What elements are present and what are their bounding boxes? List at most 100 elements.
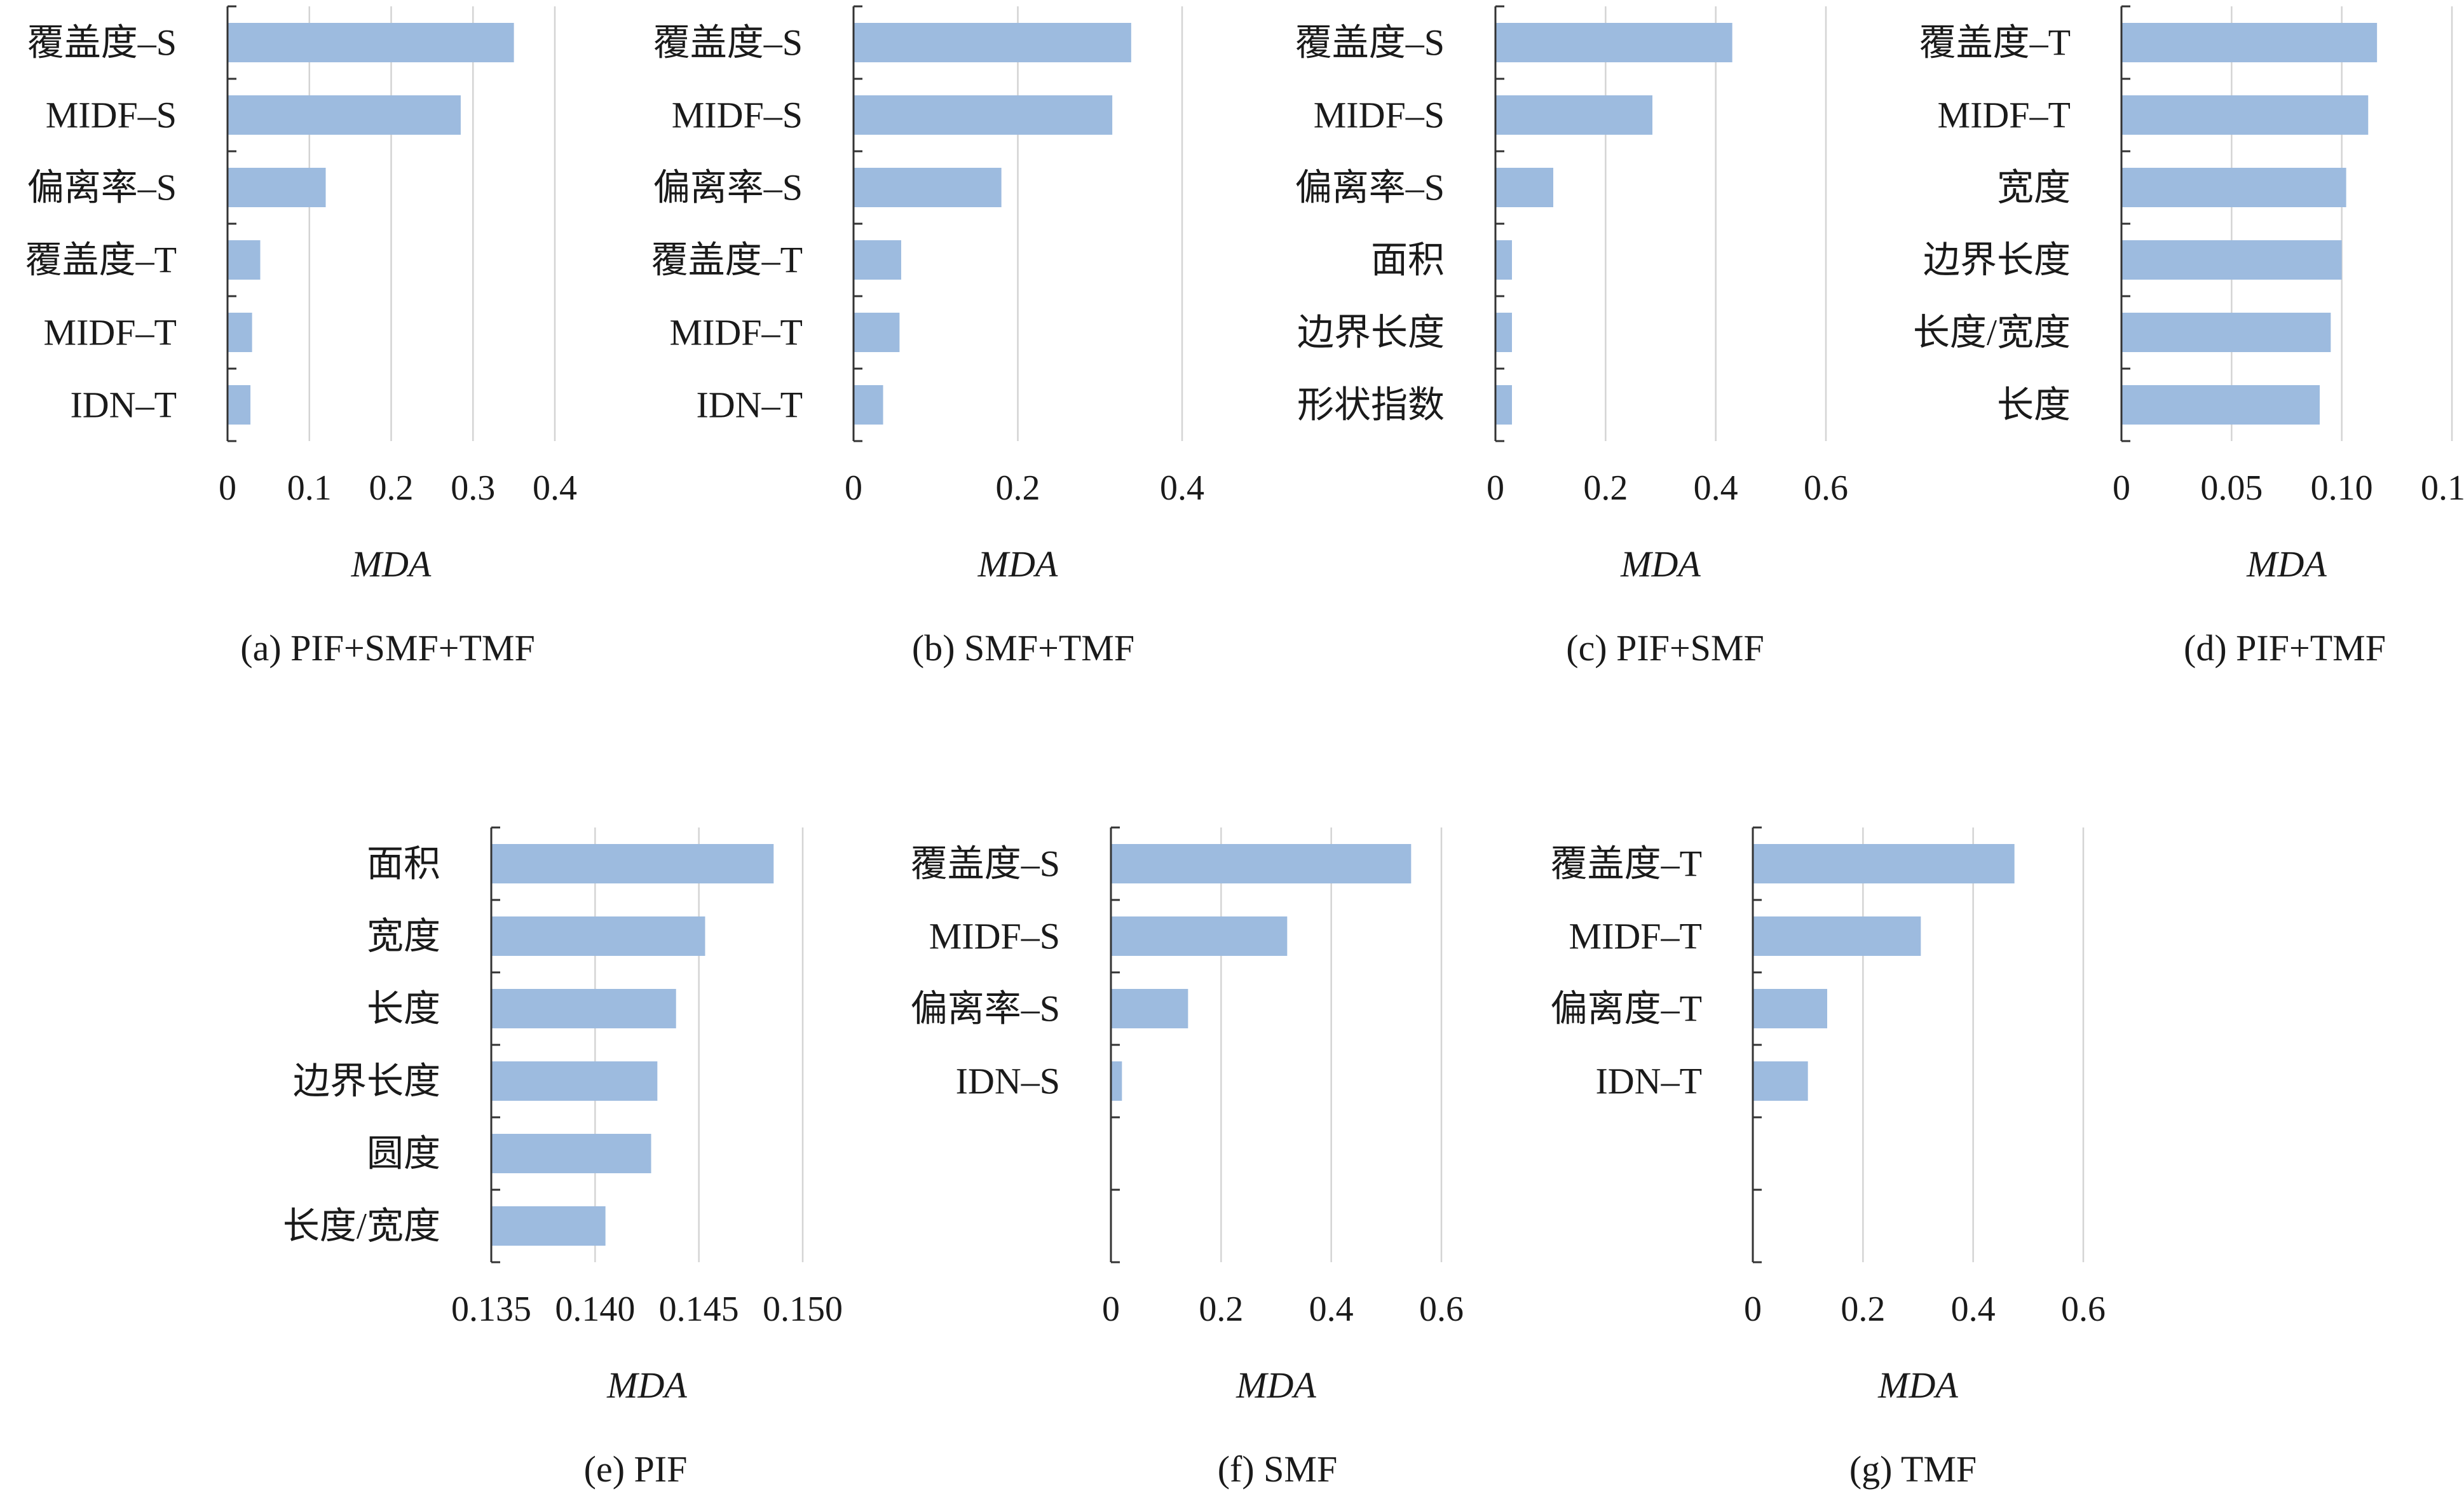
x-tick-label: 0.140 xyxy=(555,1290,635,1329)
x-tick-label: 0.4 xyxy=(1160,468,1204,508)
x-tick-label: 0 xyxy=(1102,1290,1120,1329)
x-axis-title: MDA xyxy=(2246,543,2327,585)
category-label: IDN–T xyxy=(70,385,177,426)
category-label: IDN–S xyxy=(956,1061,1060,1102)
category-label: 覆盖度–S xyxy=(911,843,1060,885)
category-label: 覆盖度–S xyxy=(1295,22,1445,64)
category-label: 面积 xyxy=(1371,240,1445,281)
x-tick-label: 0.135 xyxy=(451,1290,531,1329)
bar-3 xyxy=(491,989,676,1028)
category-label: 偏离率–S xyxy=(653,167,803,208)
x-tick-label: 0.2 xyxy=(1583,468,1628,508)
bar-1 xyxy=(1111,844,1412,883)
x-axis-title: MDA xyxy=(1620,543,1701,585)
category-label: 覆盖度–T xyxy=(651,240,803,281)
chart-panel-g: 覆盖度–T MIDF–T 偏离度–T IDN–T 0 0.2 0.4 0.6 MDA (g) TM… xyxy=(1551,826,2106,1490)
x-axis-title: MDA xyxy=(1235,1365,1316,1406)
bar-2 xyxy=(491,916,705,956)
x-tick-label: 0.4 xyxy=(533,468,577,508)
bar-2 xyxy=(854,95,1113,135)
category-label: 边界长度 xyxy=(1297,312,1445,353)
category-label: 长度/宽度 xyxy=(1913,312,2071,353)
bar-5 xyxy=(854,313,900,352)
category-label: 偏离率–S xyxy=(911,988,1060,1030)
x-tick-label: 0 xyxy=(2113,468,2130,508)
bar-6 xyxy=(1495,385,1512,425)
x-tick-label: 0.2 xyxy=(369,468,414,508)
x-axis-title: MDA xyxy=(606,1365,687,1406)
panel-caption: (f) SMF xyxy=(1218,1448,1338,1490)
panel-caption: (d) PIF+TMF xyxy=(2184,627,2386,669)
category-label: MIDF–S xyxy=(46,95,177,136)
x-tick-label: 0.150 xyxy=(763,1290,843,1329)
category-label: 面积 xyxy=(367,843,440,885)
panel-caption: (g) TMF xyxy=(1849,1448,1977,1490)
bar-4 xyxy=(1111,1061,1122,1101)
category-label: MIDF–S xyxy=(672,95,803,136)
panel-caption: (b) SMF+TMF xyxy=(912,627,1134,669)
x-tick-label: 0.3 xyxy=(451,468,495,508)
x-tick-label: 0.10 xyxy=(2311,468,2373,508)
bar-3 xyxy=(854,168,1002,207)
bar-1 xyxy=(2121,23,2378,62)
x-tick-label: 0.4 xyxy=(1694,468,1738,508)
chart-panel-f: 覆盖度–S MIDF–S 偏离率–S IDN–S 0 0.2 0.4 0.6 MDA (f) SM… xyxy=(911,826,1464,1490)
bar-4 xyxy=(491,1061,658,1101)
bar-2 xyxy=(2121,95,2369,135)
bar-2 xyxy=(1495,95,1652,135)
category-label: MIDF–S xyxy=(1314,95,1445,136)
x-tick-label: 0 xyxy=(219,468,236,508)
bar-1 xyxy=(854,23,1131,62)
category-label: 宽度 xyxy=(1997,167,2071,208)
category-label: 边界长度 xyxy=(293,1061,440,1102)
x-axis-title: MDA xyxy=(351,543,432,585)
bar-4 xyxy=(2121,240,2342,280)
category-label: IDN–T xyxy=(696,385,803,426)
bar-4 xyxy=(1495,240,1512,280)
category-label: MIDF–T xyxy=(1938,95,2071,136)
category-label: MIDF–S xyxy=(929,916,1060,957)
bar-2 xyxy=(1753,916,1921,956)
panel-caption: (e) PIF xyxy=(584,1448,688,1490)
bar-6 xyxy=(491,1206,606,1246)
x-tick-label: 0.6 xyxy=(1419,1290,1464,1329)
category-label: MIDF–T xyxy=(1569,916,1702,957)
x-tick-label: 0.145 xyxy=(659,1290,739,1329)
category-label: 覆盖度–T xyxy=(25,240,177,281)
x-tick-label: 0.15 xyxy=(2421,468,2464,508)
x-tick-label: 0 xyxy=(1487,468,1504,508)
bar-2 xyxy=(1111,916,1288,956)
bar-3 xyxy=(1753,989,1827,1028)
category-label: 长度/宽度 xyxy=(283,1206,440,1247)
category-label: 形状指数 xyxy=(1297,385,1445,426)
bar-1 xyxy=(1495,23,1732,62)
chart-panel-b: 覆盖度–S MIDF–S 偏离率–S 覆盖度–T MIDF–T IDN–T 0 0.2 0.4 M… xyxy=(651,5,1204,669)
category-label: 偏离率–S xyxy=(27,167,177,208)
category-label: 覆盖度–S xyxy=(27,22,177,64)
bar-1 xyxy=(228,23,514,62)
x-tick-label: 0.2 xyxy=(1841,1290,1885,1329)
bar-2 xyxy=(228,95,461,135)
bar-4 xyxy=(854,240,901,280)
category-label: 边界长度 xyxy=(1923,240,2071,281)
bar-4 xyxy=(228,240,261,280)
category-label: IDN–T xyxy=(1595,1061,1702,1102)
chart-panel-a: 覆盖度–S MIDF–S 偏离率–S 覆盖度–T MIDF–T IDN–T 0 0.1 0.2 0… xyxy=(25,5,577,669)
bar-1 xyxy=(1753,844,2015,883)
bar-5 xyxy=(1495,313,1512,352)
bar-4 xyxy=(1753,1061,1808,1101)
category-label: 偏离度–T xyxy=(1551,988,1702,1030)
x-tick-label: 0.2 xyxy=(1199,1290,1243,1329)
bar-3 xyxy=(1495,168,1553,207)
panel-caption: (a) PIF+SMF+TMF xyxy=(240,627,534,669)
bar-1 xyxy=(491,844,774,883)
bar-3 xyxy=(1111,989,1188,1028)
category-label: MIDF–T xyxy=(44,312,177,353)
x-tick-label: 0.4 xyxy=(1309,1290,1354,1329)
category-label: 覆盖度–S xyxy=(653,22,803,64)
x-tick-label: 0.4 xyxy=(1951,1290,1996,1329)
category-label: 圆度 xyxy=(367,1133,440,1175)
x-tick-label: 0.6 xyxy=(1804,468,1848,508)
